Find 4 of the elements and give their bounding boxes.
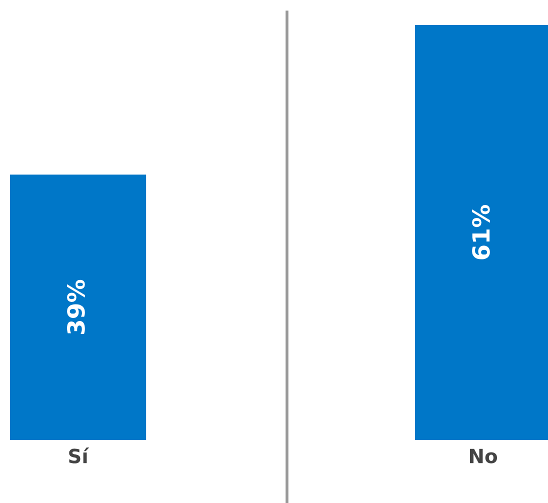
- data-label: 61%: [472, 204, 490, 260]
- x-tick-label: Sí: [69, 448, 90, 464]
- x-tick-label: No: [470, 448, 498, 464]
- data-label: 39%: [67, 280, 85, 334]
